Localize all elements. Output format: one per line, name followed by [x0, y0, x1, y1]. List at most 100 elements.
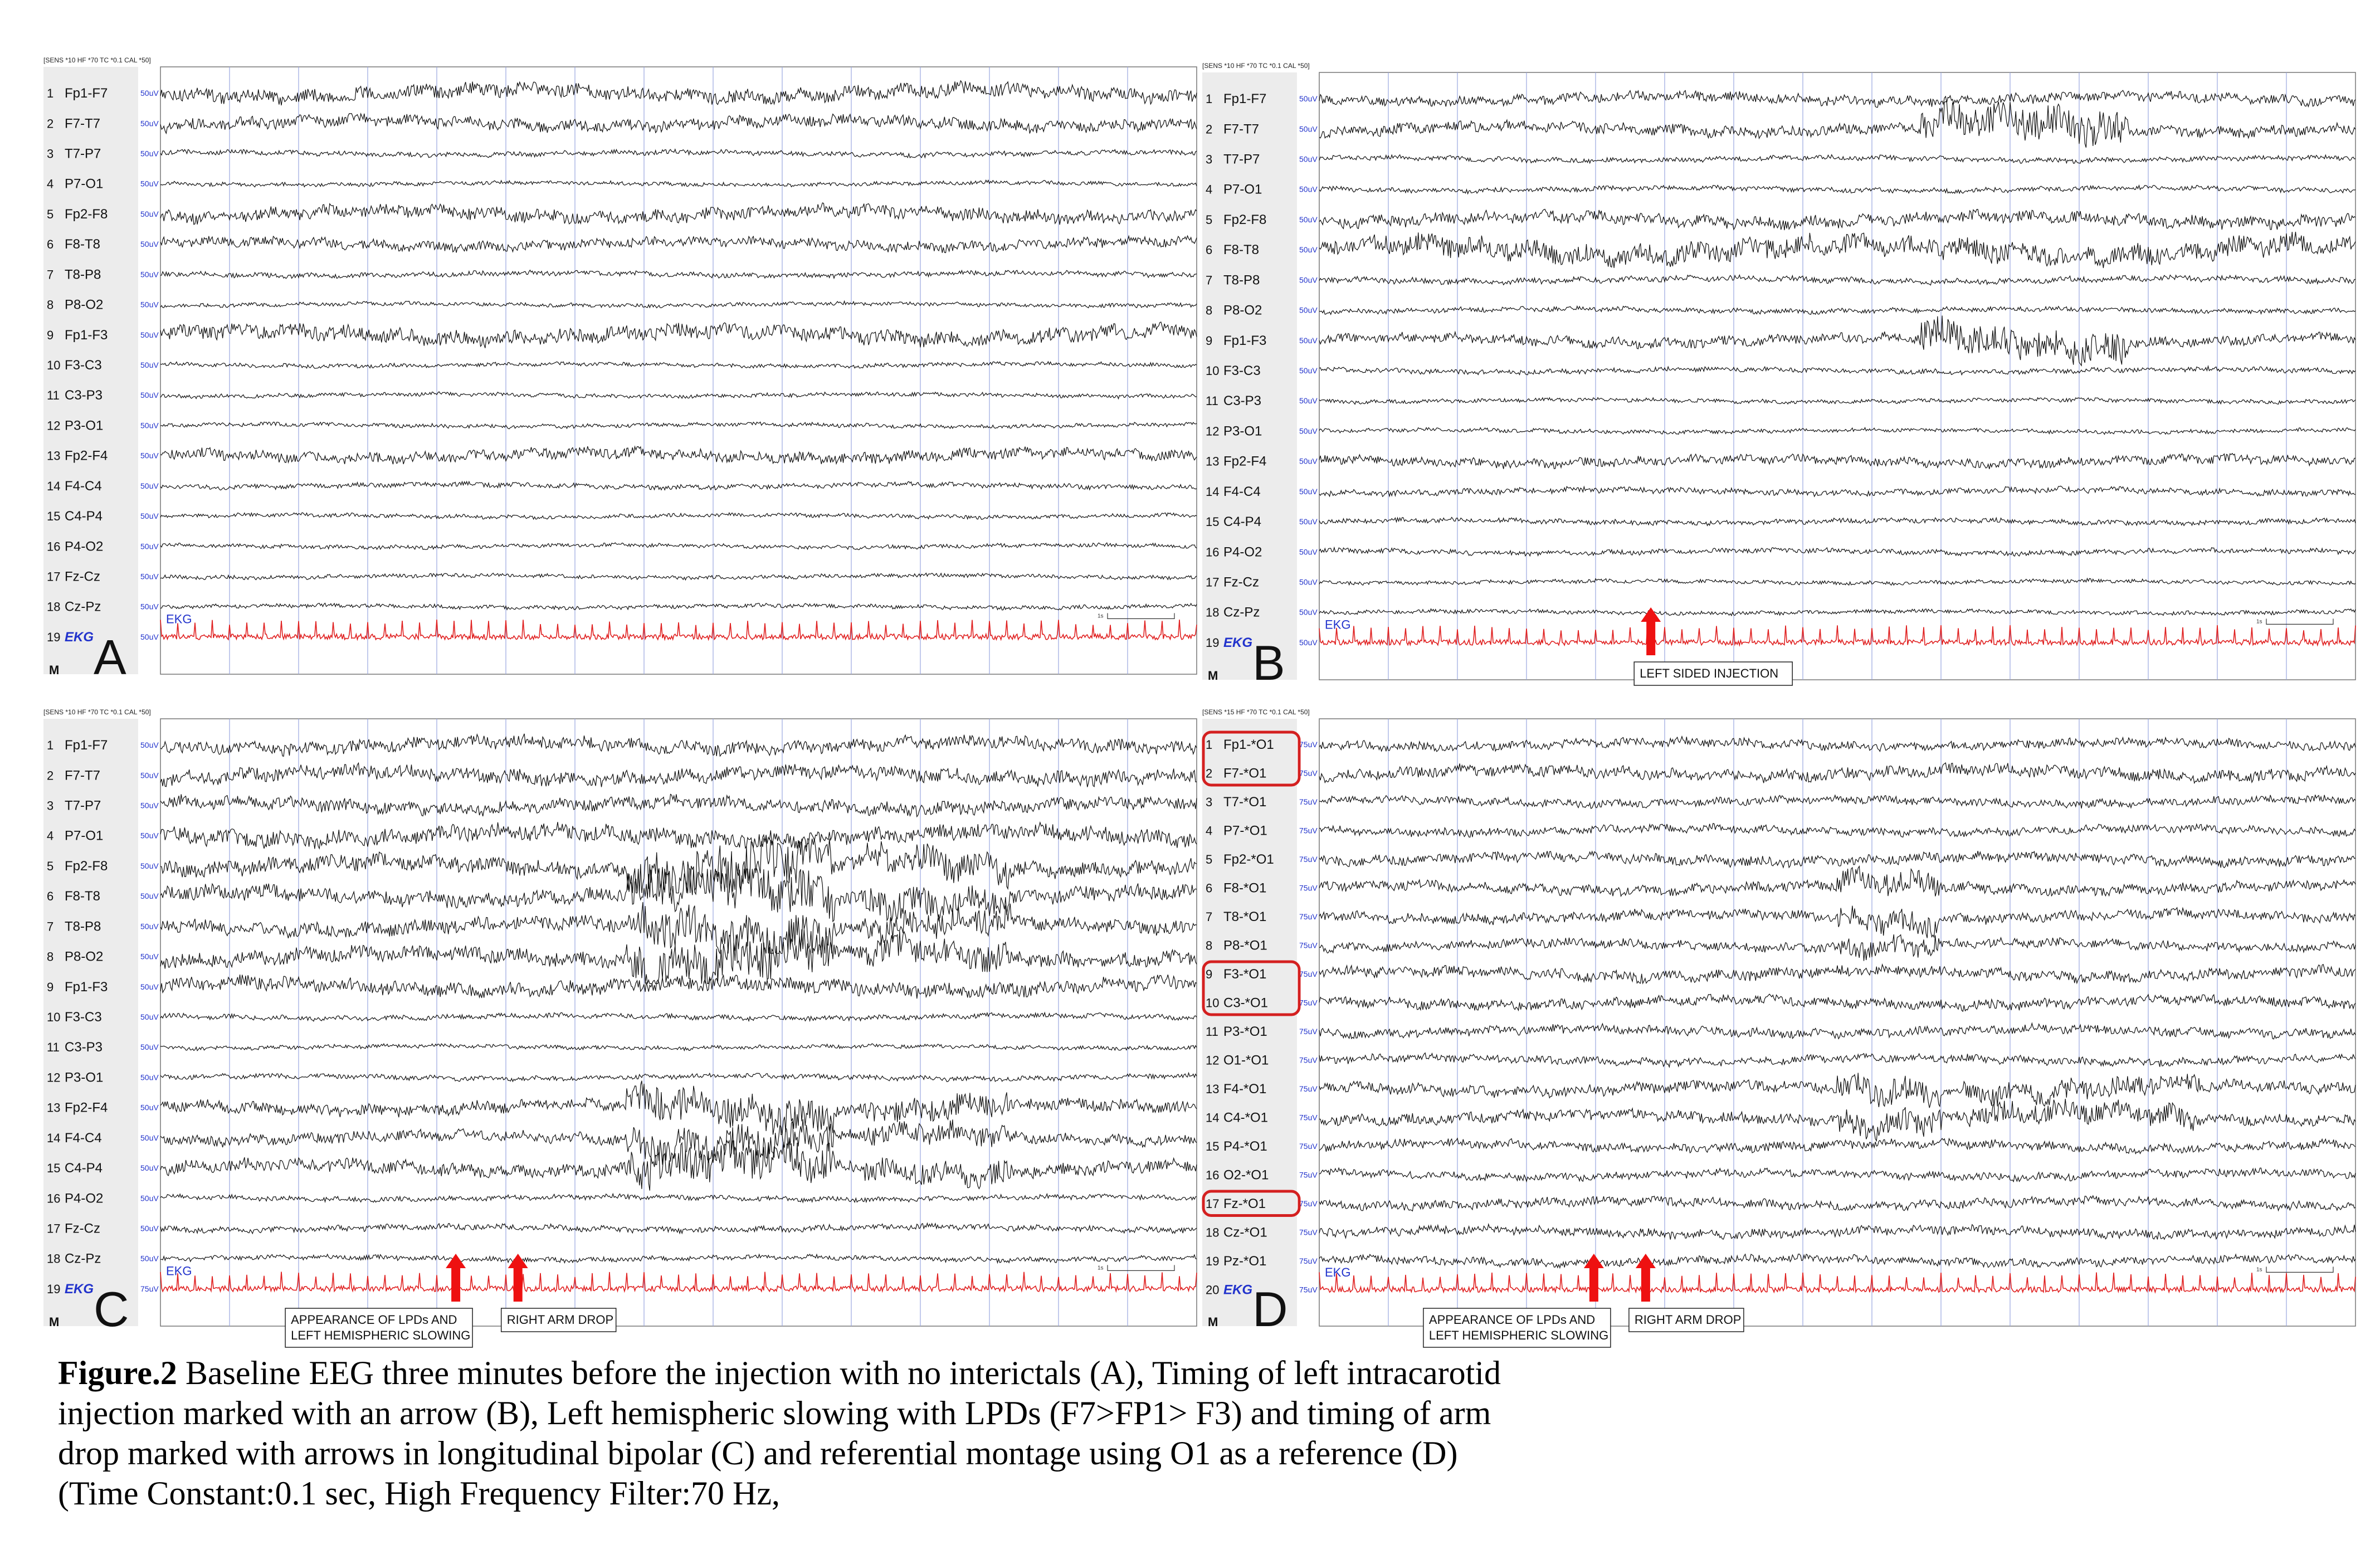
channel-number: 18: [1206, 1225, 1219, 1239]
channel-number: 14: [1206, 1110, 1219, 1124]
eeg-trace: [1319, 823, 2356, 838]
sensitivity-label: 75uV: [1299, 1055, 1318, 1064]
channel-number: 4: [47, 177, 53, 191]
channel-label: C3-P3: [1223, 393, 1261, 408]
eeg-trace: [160, 1139, 1197, 1191]
channel-label: F8-*O1: [1223, 880, 1266, 895]
sensitivity-label: 50uV: [1299, 457, 1318, 466]
sensitivity-label: 50uV: [1299, 638, 1318, 647]
channel-label: F3-C3: [65, 358, 102, 373]
eeg-trace: [1319, 577, 2356, 586]
sensitivity-label: 75uV: [1299, 1199, 1318, 1208]
plot-frame: [160, 718, 1197, 1327]
sensitivity-label: 75uV: [1299, 1142, 1318, 1151]
sensitivity-label: 50uV: [140, 861, 159, 870]
eeg-trace: [160, 80, 1197, 106]
channel-number: 18: [1206, 606, 1219, 620]
channel-number: 18: [47, 600, 60, 614]
panel-letter: B: [1252, 635, 1285, 690]
annotation-label: RIGHT ARM DROP: [507, 1313, 614, 1327]
channel-label: O1-*O1: [1223, 1053, 1269, 1068]
sensitivity-label: 75uV: [1299, 1285, 1318, 1294]
ekg-inline-label: EKG: [166, 1264, 192, 1278]
channel-number: 1: [1206, 738, 1212, 752]
eeg-trace: [1319, 452, 2356, 469]
annotation-arrow-shaft: [1589, 1267, 1598, 1302]
channel-number: 12: [47, 418, 60, 432]
sensitivity-label: 50uV: [140, 421, 159, 430]
sensitivity-label: 75uV: [1299, 1256, 1318, 1265]
annotation-box: [1628, 1308, 1744, 1332]
annotation-arrow-head: [508, 1254, 528, 1268]
channel-number: 7: [47, 919, 53, 933]
channel-number: 17: [1206, 575, 1219, 589]
channel-number: 16: [1206, 545, 1219, 559]
eeg-trace: [1319, 154, 2356, 164]
eeg-trace: [160, 300, 1197, 309]
eeg-trace: [1319, 993, 2356, 1012]
sensitivity-label: 75uV: [1299, 883, 1318, 892]
sensitivity-label: 50uV: [1299, 517, 1318, 526]
eeg-trace: [1319, 608, 2356, 617]
eeg-trace: [1319, 1052, 2356, 1069]
eeg-trace: [160, 202, 1197, 225]
eeg-trace: [1319, 208, 2356, 231]
channel-number: 13: [1206, 455, 1219, 469]
eeg-trace: [1319, 762, 2356, 785]
channel-label: Fp1-F7: [1223, 91, 1266, 106]
figure-caption: Figure.2 Baseline EEG three minutes befo…: [58, 1353, 1506, 1513]
eeg-trace: [160, 179, 1197, 188]
channel-number: 5: [1206, 213, 1212, 227]
sensitivity-label: 50uV: [140, 771, 159, 780]
eeg-trace: [160, 1080, 1197, 1136]
eeg-trace: [1319, 517, 2356, 527]
channel-number: 10: [1206, 364, 1219, 378]
eeg-trace: [160, 929, 1197, 984]
sensitivity-label: 50uV: [140, 89, 159, 98]
channel-number: 9: [1206, 334, 1212, 348]
eeg-trace: [1319, 184, 2356, 195]
channel-number: 11: [47, 388, 60, 402]
channel-label: T7-P7: [1223, 152, 1260, 167]
channel-label: Cz-Pz: [65, 1251, 101, 1267]
eeg-trace: [1319, 905, 2356, 939]
channel-label: Fz-Cz: [65, 1221, 100, 1236]
channel-label: F4-*O1: [1223, 1082, 1266, 1097]
plot-frame: [160, 66, 1197, 675]
channel-label: P3-*O1: [1223, 1024, 1267, 1039]
annotation-label: RIGHT ARM DROP: [1635, 1313, 1742, 1327]
channel-label: EKG: [65, 1282, 94, 1297]
channel-column: [1202, 72, 1297, 680]
channel-label: F7-T7: [1223, 121, 1259, 137]
channel-label: P8-O2: [65, 298, 103, 313]
channel-label: C4-*O1: [1223, 1110, 1268, 1125]
channel-number: 3: [1206, 153, 1212, 167]
sensitivity-label: 75uV: [1299, 740, 1318, 749]
eeg-trace: [160, 821, 1197, 850]
channel-label: P8-O2: [1223, 303, 1262, 318]
panel-header: [SENS *10 HF *70 TC *0.1 CAL *50]: [1202, 62, 1310, 70]
channel-number: 9: [1206, 967, 1212, 981]
panel-b: [SENS *10 HF *70 TC *0.1 CAL *50] 1 Fp1-F…: [1202, 62, 2356, 690]
caption-label: Figure.2: [58, 1355, 177, 1391]
eeg-trace: [160, 1222, 1197, 1235]
channel-label: Fp2-F8: [65, 207, 108, 222]
sensitivity-label: 50uV: [1299, 306, 1318, 315]
channel-number: 8: [47, 950, 53, 964]
channel-number: 11: [1206, 394, 1218, 408]
marker-label: M: [49, 1315, 59, 1329]
panel-header: [SENS *10 HF *70 TC *0.1 CAL *50]: [43, 56, 151, 64]
channel-number: 20: [1206, 1283, 1219, 1297]
eeg-trace: [1319, 231, 2356, 269]
caption-text: Baseline EEG three minutes before the in…: [58, 1355, 1501, 1512]
panel-letter: A: [94, 630, 126, 685]
sensitivity-label: 50uV: [1299, 426, 1318, 435]
sensitivity-label: 50uV: [140, 330, 159, 339]
channel-column: [1202, 719, 1297, 1326]
channel-number: 9: [47, 328, 53, 342]
channel-label: P8-O2: [65, 949, 103, 965]
sensitivity-label: 75uV: [1299, 941, 1318, 949]
channel-number: 14: [47, 479, 60, 493]
channel-label: Fp2-F4: [65, 449, 108, 464]
